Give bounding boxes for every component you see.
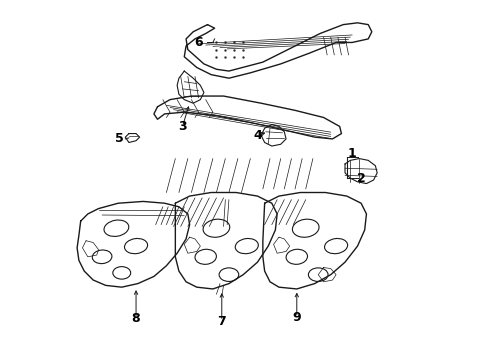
Text: 7: 7 <box>218 315 226 328</box>
Text: 4: 4 <box>253 129 262 142</box>
Text: 1: 1 <box>348 147 357 160</box>
Text: 5: 5 <box>115 132 123 145</box>
Text: 2: 2 <box>357 172 366 185</box>
Text: 8: 8 <box>132 312 140 325</box>
Text: 3: 3 <box>178 120 187 133</box>
Text: 9: 9 <box>293 311 301 324</box>
Text: 6: 6 <box>194 36 203 49</box>
